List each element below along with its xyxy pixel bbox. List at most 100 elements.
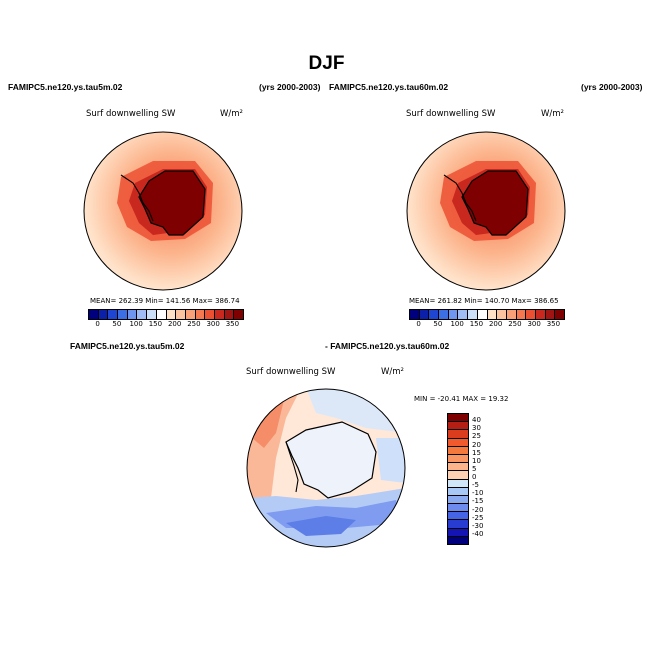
right-years-label: (yrs 2000-2003) [581, 82, 643, 92]
right-stats: MEAN= 261.82 Min= 140.70 Max= 386.65 [409, 297, 559, 305]
colorbar-tick-label: 300 [527, 320, 541, 328]
colorbar-tick-label: 350 [546, 320, 561, 328]
colorbar-swatch [535, 310, 546, 319]
colorbar-swatch [516, 310, 527, 319]
colorbar-swatch [458, 310, 469, 319]
colorbar-swatch [448, 528, 468, 537]
colorbar-swatch [224, 310, 235, 319]
colorbar-swatch [468, 310, 478, 319]
colorbar-swatch [448, 438, 468, 447]
colorbar-tick-label: 200 [488, 320, 503, 328]
left-case-label: FAMIPC5.ne120.ys.tau5m.02 [8, 82, 123, 92]
colorbar-swatch [234, 310, 243, 319]
colorbar-tick-label: 25 [472, 432, 481, 441]
colorbar-swatch [166, 310, 177, 319]
colorbar-swatch [448, 487, 468, 496]
colorbar-tick-label: 10 [472, 456, 481, 465]
colorbar-swatch [448, 454, 468, 464]
left-colorbar-labels: 0 50 100 150 200 250 300 350 [88, 320, 242, 330]
right-field-label: Surf downwelling SW [406, 109, 496, 119]
colorbar-swatch [477, 310, 488, 319]
colorbar-tick-label: 150 [148, 320, 163, 328]
colorbar-swatch [176, 310, 186, 319]
diff-field-label: Surf downwelling SW [246, 367, 336, 377]
colorbar-swatch [89, 310, 99, 319]
left-stats: MEAN= 262.39 Min= 141.56 Max= 386.74 [90, 297, 240, 305]
colorbar-tick-label: 15 [472, 448, 481, 457]
colorbar-tick-label: -20 [472, 505, 484, 514]
colorbar-tick-label: -15 [472, 497, 484, 506]
colorbar-swatch [497, 310, 507, 319]
colorbar-swatch [448, 422, 468, 431]
left-colorbar [88, 309, 244, 320]
colorbar-swatch [506, 310, 517, 319]
right-case-label: FAMIPC5.ne120.ys.tau60m.02 [329, 82, 449, 92]
colorbar-tick-label: -10 [472, 489, 484, 498]
colorbar-swatch [448, 310, 459, 319]
diff-minmax: MIN = -20.41 MAX = 19.32 [414, 395, 509, 403]
colorbar-tick-label: -30 [472, 521, 484, 530]
left-units-label: W/m² [220, 109, 243, 119]
colorbar-swatch [137, 310, 148, 319]
colorbar-tick-label: 50 [112, 320, 122, 328]
colorbar-swatch [195, 310, 206, 319]
colorbar-swatch [448, 536, 468, 544]
colorbar-swatch [555, 310, 564, 319]
colorbar-tick-label: -40 [472, 529, 484, 538]
colorbar-swatch [419, 310, 430, 319]
colorbar-swatch [448, 446, 468, 455]
diff-units-label: W/m² [381, 367, 404, 377]
diff-case-a-label: FAMIPC5.ne120.ys.tau5m.02 [70, 341, 185, 351]
colorbar-swatch [147, 310, 157, 319]
left-polar-map [83, 131, 243, 291]
colorbar-swatch [448, 463, 468, 472]
colorbar-tick-label: 0 [416, 320, 421, 328]
colorbar-swatch [526, 310, 536, 319]
colorbar-tick-label: 30 [472, 424, 481, 433]
colorbar-swatch [448, 414, 468, 423]
colorbar-swatch [429, 310, 440, 319]
colorbar-swatch [98, 310, 109, 319]
right-colorbar-labels: 0 50 100 150 200 250 300 350 [409, 320, 563, 330]
colorbar-swatch [214, 310, 225, 319]
colorbar-swatch [487, 310, 498, 319]
colorbar-swatch [156, 310, 167, 319]
colorbar-tick-label: -5 [472, 481, 479, 490]
colorbar-swatch [108, 310, 119, 319]
colorbar-tick-label: 350 [225, 320, 240, 328]
colorbar-tick-label: 300 [206, 320, 220, 328]
colorbar-tick-label: 0 [95, 320, 100, 328]
right-colorbar [409, 309, 565, 320]
diff-case-b-label: - FAMIPC5.ne120.ys.tau60m.02 [325, 341, 450, 351]
colorbar-tick-label: -25 [472, 513, 484, 522]
right-polar-map [406, 131, 566, 291]
colorbar-tick-label: 150 [469, 320, 484, 328]
colorbar-swatch [448, 479, 468, 488]
colorbar-swatch [127, 310, 138, 319]
colorbar-swatch [448, 471, 468, 480]
colorbar-swatch [439, 310, 449, 319]
colorbar-tick-label: 50 [433, 320, 443, 328]
colorbar-swatch [448, 512, 468, 521]
diff-colorbar-labels: 40 30 25 20 15 10 5 0 -5 -10 -15 -20 -25 -30 -40 [470, 413, 500, 543]
colorbar-swatch [448, 495, 468, 505]
colorbar-tick-label: 40 [472, 416, 481, 425]
colorbar-swatch [410, 310, 420, 319]
colorbar-tick-label: 0 [472, 473, 477, 481]
diff-polar-map [246, 388, 406, 548]
colorbar-swatch [448, 504, 468, 513]
left-years-label: (yrs 2000-2003) [259, 82, 321, 92]
colorbar-swatch [118, 310, 128, 319]
colorbar-tick-label: 250 [187, 320, 201, 328]
colorbar-swatch [448, 520, 468, 529]
colorbar-tick-label: 250 [508, 320, 522, 328]
left-field-label: Surf downwelling SW [86, 109, 176, 119]
colorbar-tick-label: 20 [472, 440, 481, 449]
colorbar-swatch [545, 310, 556, 319]
page-title: DJF [308, 53, 345, 74]
colorbar-swatch [205, 310, 215, 319]
colorbar-swatch [185, 310, 196, 319]
colorbar-tick-label: 100 [450, 320, 464, 328]
colorbar-tick-label: 200 [167, 320, 182, 328]
colorbar-swatch [448, 430, 468, 439]
